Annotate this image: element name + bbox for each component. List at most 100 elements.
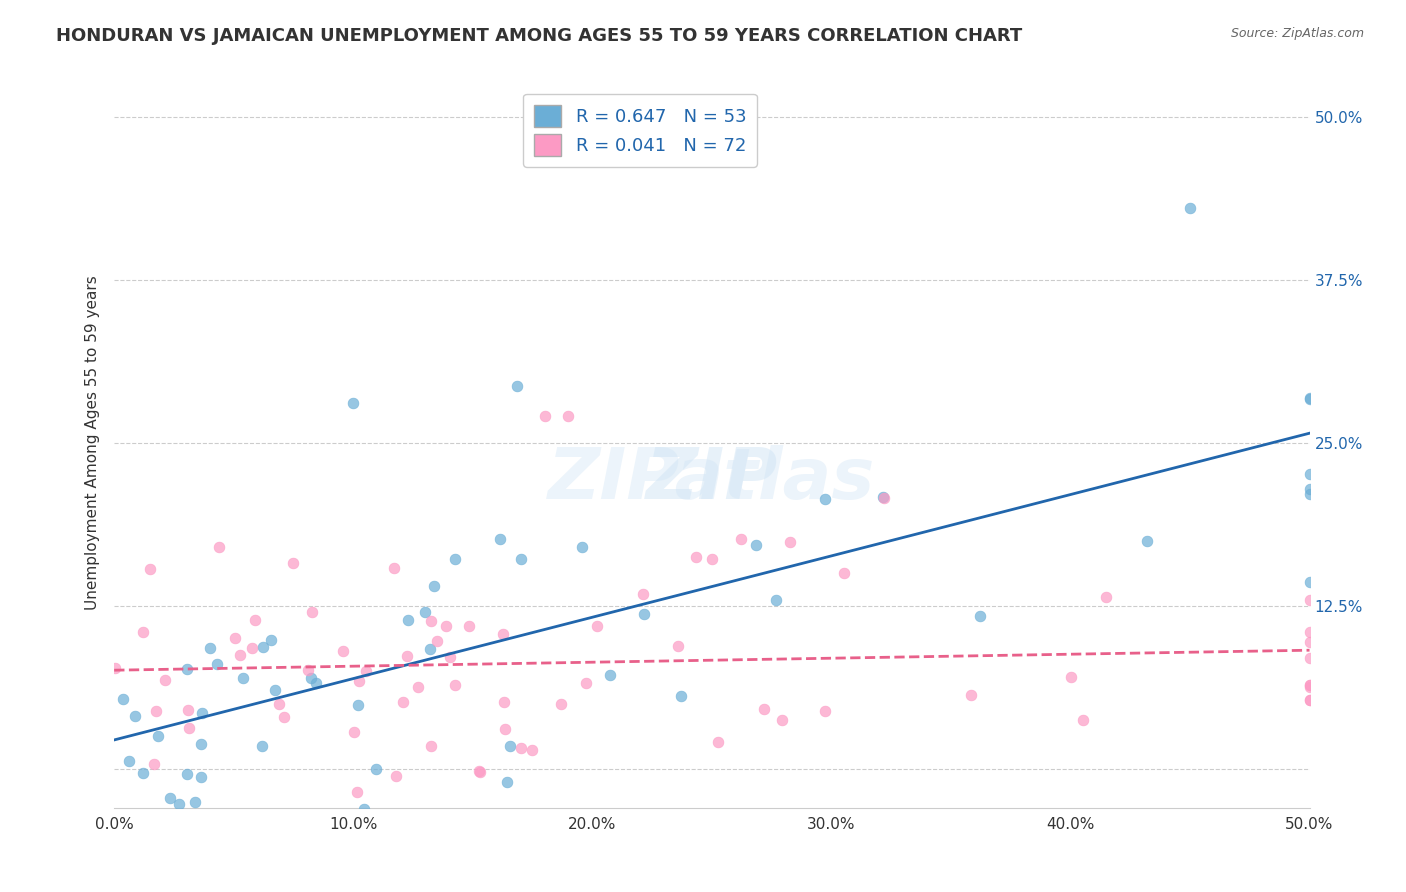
Point — [139, 562, 162, 576]
Point — [124, 709, 146, 723]
Legend: R = 0.647   N = 53, R = 0.041   N = 72: R = 0.647 N = 53, R = 0.041 N = 72 — [523, 94, 756, 167]
Point — [1298, 624, 1320, 639]
Point — [702, 552, 724, 566]
Point — [467, 764, 489, 778]
Point — [969, 609, 991, 624]
Point — [685, 549, 707, 564]
Point — [1298, 392, 1320, 406]
Point — [1071, 714, 1094, 728]
Point — [190, 737, 212, 751]
Point — [252, 739, 274, 753]
Point — [267, 697, 290, 711]
Point — [550, 698, 572, 712]
Point — [1298, 392, 1320, 406]
Point — [1298, 593, 1320, 607]
Point — [264, 682, 287, 697]
Point — [346, 698, 368, 713]
Point — [208, 540, 231, 554]
Text: Source: ZipAtlas.com: Source: ZipAtlas.com — [1230, 27, 1364, 40]
Point — [1298, 693, 1320, 707]
Point — [342, 396, 364, 410]
Point — [297, 663, 319, 677]
Point — [167, 797, 190, 812]
Point — [494, 722, 516, 736]
Point — [104, 661, 127, 675]
Point — [159, 790, 181, 805]
Point — [224, 631, 246, 645]
Point — [633, 587, 655, 601]
Point — [1298, 678, 1320, 692]
Point — [499, 739, 522, 753]
Point — [571, 540, 593, 554]
Point — [177, 703, 200, 717]
Point — [148, 729, 170, 743]
Point — [814, 491, 837, 506]
Point — [1298, 486, 1320, 500]
Point — [240, 641, 263, 656]
Point — [118, 754, 141, 768]
Text: ZIPatlas: ZIPatlas — [548, 444, 876, 514]
Point — [633, 607, 655, 621]
Point — [669, 689, 692, 703]
Point — [496, 775, 519, 789]
Point — [382, 560, 405, 574]
Point — [347, 673, 370, 688]
Point — [1298, 680, 1320, 694]
Point — [252, 640, 274, 654]
Point — [434, 619, 457, 633]
Point — [745, 537, 768, 551]
Point — [395, 648, 418, 663]
Point — [1095, 590, 1118, 604]
Point — [814, 704, 837, 718]
Point — [229, 648, 252, 662]
Point — [1298, 634, 1320, 648]
Text: ZIP: ZIP — [645, 444, 778, 514]
Point — [299, 672, 322, 686]
Point — [129, 827, 152, 841]
Point — [752, 702, 775, 716]
Point — [396, 613, 419, 627]
Point — [413, 605, 436, 619]
Point — [259, 632, 281, 647]
Point — [259, 824, 281, 838]
Point — [872, 491, 894, 505]
Point — [492, 627, 515, 641]
Point — [533, 409, 555, 424]
Point — [489, 532, 512, 546]
Point — [423, 579, 446, 593]
Point — [1298, 483, 1320, 497]
Point — [346, 785, 368, 799]
Point — [232, 671, 254, 685]
Point — [356, 664, 378, 678]
Point — [1178, 201, 1201, 215]
Point — [666, 639, 689, 653]
Point — [458, 618, 481, 632]
Point — [505, 378, 527, 392]
Point — [492, 694, 515, 708]
Point — [112, 692, 135, 706]
Point — [1298, 574, 1320, 589]
Point — [198, 641, 221, 656]
Point — [439, 649, 461, 664]
Point — [273, 710, 295, 724]
Point — [176, 662, 198, 676]
Point — [142, 756, 165, 771]
Point — [205, 657, 228, 671]
Point — [406, 680, 429, 694]
Point — [1060, 670, 1083, 684]
Point — [522, 743, 544, 757]
Point — [707, 735, 730, 749]
Point — [832, 566, 855, 581]
Point — [392, 695, 415, 709]
Point — [1298, 678, 1320, 692]
Point — [765, 592, 787, 607]
Point — [443, 552, 465, 566]
Point — [510, 552, 533, 566]
Point — [191, 706, 214, 721]
Point — [132, 765, 155, 780]
Point — [419, 642, 441, 657]
Point — [557, 409, 579, 424]
Point — [117, 814, 139, 828]
Point — [353, 801, 375, 815]
Point — [1298, 650, 1320, 665]
